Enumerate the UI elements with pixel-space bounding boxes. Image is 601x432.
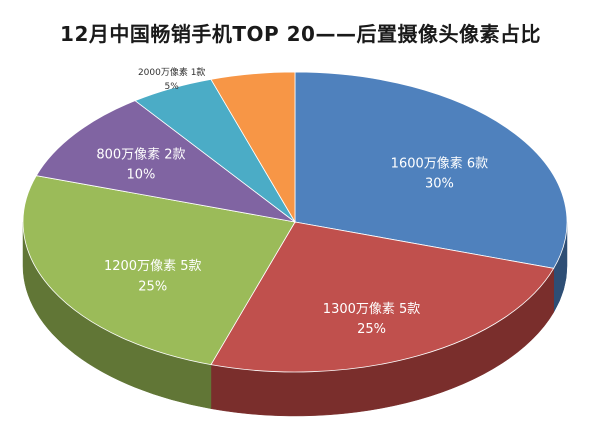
slice-500mp-percent: 5% — [249, 58, 260, 66]
slice-1200mp — [22, 175, 296, 366]
slice-800mp-percent: 10% — [127, 167, 156, 182]
slice-1300mp-percent: 25% — [357, 322, 386, 337]
chart-title: 12月中国畅销手机TOP 20——后置摄像头像素占比 — [60, 22, 541, 46]
slice-1300mp-label: 1300万像素 5款 — [323, 302, 421, 317]
slice-1600mp-label: 1600万像素 6款 — [391, 156, 489, 171]
slice-2000mp-label: 2000万像素 1款 — [138, 66, 206, 78]
slice-1600mp — [294, 71, 568, 269]
slice-800mp — [35, 100, 296, 223]
slice-1600mp-percent: 30% — [425, 176, 454, 191]
slice-1200mp-label: 1200万像素 5款 — [104, 259, 202, 274]
slice-500mp-label: 500万像素 1款 — [231, 46, 279, 55]
slice-800mp-label: 800万像素 2款 — [96, 147, 185, 162]
slice-1300mp — [210, 221, 555, 373]
slice-500mp — [210, 71, 296, 224]
slice-2000mp-percent: 5% — [165, 82, 180, 92]
slice-1200mp-percent: 25% — [138, 279, 167, 294]
